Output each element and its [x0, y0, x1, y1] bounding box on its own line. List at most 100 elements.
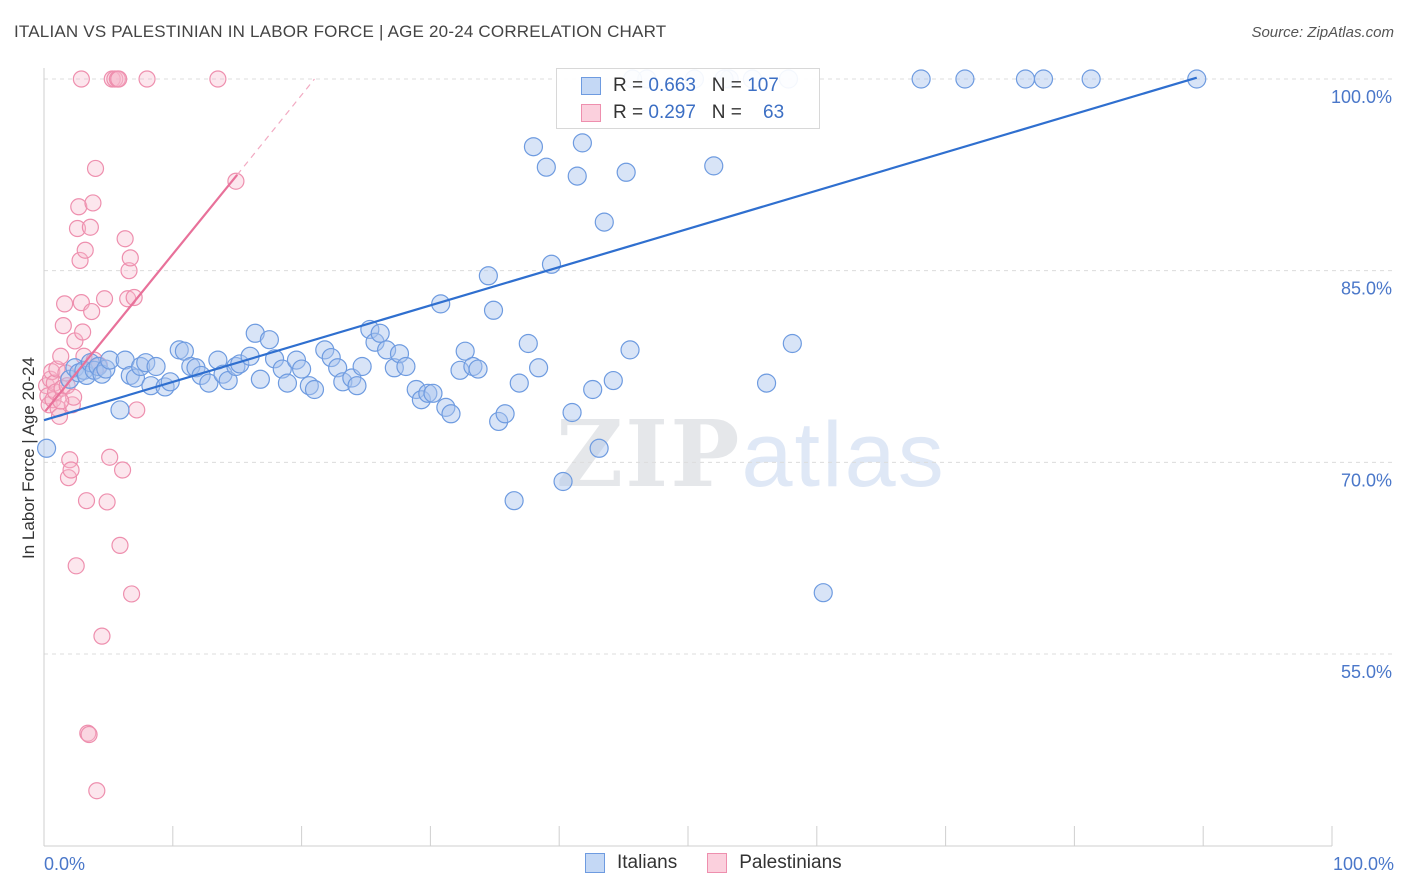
series-legend: Italians Palestinians [585, 852, 872, 874]
italian-point [352, 356, 372, 377]
italian-point [756, 373, 777, 393]
legend-item-italians[interactable]: Italians [585, 852, 677, 874]
italian-point [583, 379, 603, 400]
palestinian-point [98, 493, 116, 511]
italian-point [463, 356, 483, 377]
palestinian-point [125, 288, 143, 307]
italian-point [489, 411, 509, 432]
watermark-atlas: atlas [741, 404, 946, 506]
x-tick-label-end: 100.0% [1333, 854, 1394, 874]
italian-point [304, 379, 325, 400]
italian-point [110, 400, 130, 420]
italian-point [567, 166, 587, 186]
palestinian-point [74, 323, 92, 341]
italian-point [292, 359, 312, 379]
italian-point [396, 356, 416, 377]
palestinian-point [111, 536, 129, 554]
italian-point [478, 266, 498, 286]
italians-n-value: 107 [747, 75, 779, 96]
italian-point [299, 376, 319, 396]
italian-point [370, 323, 390, 343]
italian-point [523, 137, 544, 157]
palestinian-point [128, 401, 146, 419]
stats-legend: R = 0.663 N = 107 R = 0.297 N = 63 [556, 68, 820, 129]
italian-point [245, 323, 265, 343]
italian-point [125, 368, 146, 388]
source-label: Source: ZipAtlas.com [1251, 24, 1394, 41]
x-tick-label-start: 0.0% [44, 854, 85, 874]
italian-point [455, 341, 475, 361]
palestinians-r-label: R = [613, 102, 644, 123]
legend-item-palestinians[interactable]: Palestinians [707, 852, 842, 874]
palestinian-point [72, 70, 90, 88]
palestinian-point [77, 492, 96, 510]
italian-point [562, 402, 582, 423]
italian-point [436, 397, 456, 417]
italian-point [509, 373, 529, 393]
y-tick-label: 85.0% [1341, 279, 1392, 299]
italian-point [418, 383, 438, 403]
italians-legend-swatch [585, 853, 605, 873]
palestinian-point [86, 159, 105, 178]
italian-point [131, 356, 151, 377]
italian-point [518, 333, 538, 354]
palestinian-point [113, 461, 132, 479]
italian-point [589, 438, 609, 458]
italians-points [36, 69, 1207, 603]
italian-point [782, 333, 802, 354]
palestinians-r-value: 0.297 [648, 102, 696, 123]
italian-point [1033, 69, 1054, 89]
italian-point [264, 349, 285, 369]
italian-point [1187, 69, 1207, 89]
palestinians-trend-line [44, 174, 239, 412]
palestinian-point [68, 219, 87, 238]
italians-r-value: 0.663 [648, 75, 696, 96]
italian-point [536, 157, 556, 177]
italian-point [136, 353, 156, 373]
palestinians-legend-swatch [707, 853, 728, 873]
palestinian-point [84, 194, 102, 212]
italian-point [704, 156, 724, 176]
palestinian-point [83, 302, 101, 321]
italian-point [74, 360, 94, 380]
palestinian-point [62, 461, 80, 479]
palestinians-trend-extension [236, 78, 315, 176]
palestinian-point [95, 290, 114, 308]
italian-point [423, 383, 443, 403]
legend-row-italians: R = 0.663 N = 107 [581, 73, 779, 99]
italian-point [250, 369, 270, 389]
trend-lines [43, 76, 1198, 422]
y-tick-label: 55.0% [1341, 662, 1392, 682]
y-axis-title: In Labor Force | Age 20-24 [19, 357, 38, 559]
italian-point [315, 340, 335, 360]
watermark-zip: ZIP [556, 400, 742, 508]
legend-row-palestinians: R = 0.297 N = 63 [581, 100, 784, 126]
italian-point [495, 404, 515, 424]
italian-point [911, 69, 931, 89]
palestinian-point [71, 251, 89, 270]
palestinians-n-value: 63 [763, 102, 785, 123]
y-tick-label: 100.0% [1331, 87, 1392, 107]
italian-point [594, 212, 614, 232]
italians-trend-line [43, 76, 1198, 422]
italian-point [441, 404, 461, 424]
palestinian-point [65, 388, 83, 406]
italian-point [365, 332, 385, 352]
italians-legend-label: Italians [617, 852, 678, 873]
tick-labels: 55.0% 70.0% 85.0% 100.0% 0.0% 100.0% In Labor … [19, 87, 1394, 874]
watermark: ZIPatlas [556, 400, 946, 508]
italian-point [259, 330, 279, 350]
palestinian-point [110, 70, 128, 88]
palestinian-point [138, 70, 156, 88]
italian-point [1081, 69, 1101, 89]
italian-point [36, 438, 57, 458]
palestinian-point [48, 360, 66, 378]
italians-swatch [581, 77, 601, 95]
palestinian-point [121, 249, 139, 267]
palestinian-point [56, 295, 74, 313]
palestinian-point [52, 392, 70, 410]
palestinians-legend-label: Palestinians [739, 852, 842, 873]
chart-title: ITALIAN VS PALESTINIAN IN LABOR FORCE | … [14, 22, 667, 41]
palestinian-point [76, 241, 94, 259]
